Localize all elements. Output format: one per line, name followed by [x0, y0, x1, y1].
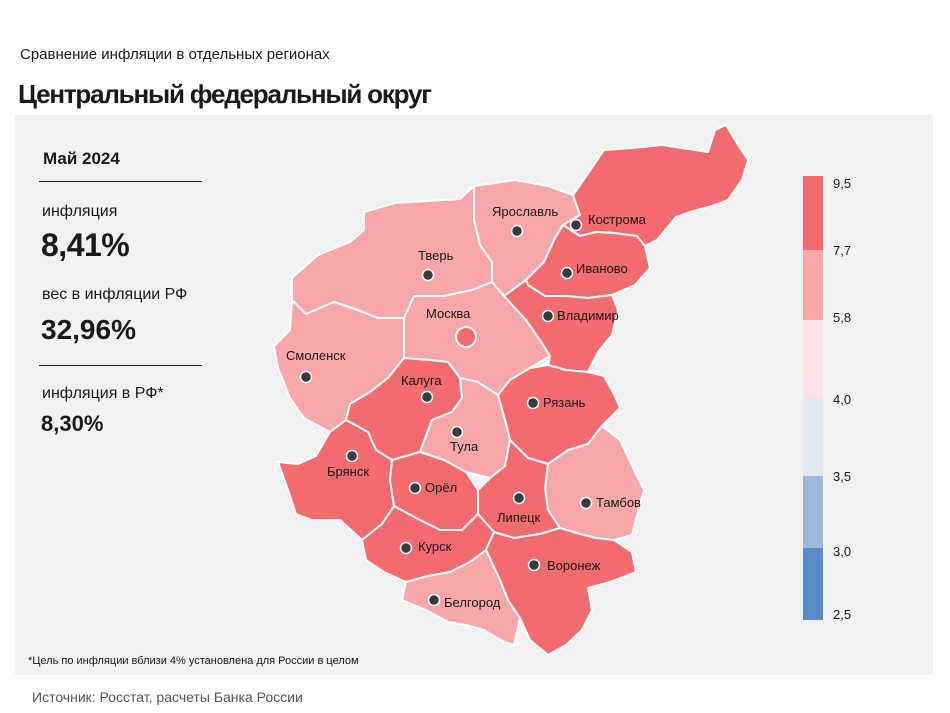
- footnote: *Цель по инфляции вблизи 4% установлена …: [28, 655, 359, 667]
- label-tambov: Тамбов: [596, 495, 641, 510]
- moscow-city-marker[interactable]: [455, 326, 477, 348]
- marker-lipetsk[interactable]: [512, 491, 526, 505]
- label-kaluga: Калуга: [401, 373, 442, 388]
- label-belgorod: Белгород: [444, 595, 501, 610]
- stats-block: Май 2024 инфляция 8,41% вес в инфляции Р…: [15, 115, 275, 515]
- label-tula: Тула: [450, 439, 479, 454]
- divider-top: [39, 181, 202, 182]
- marker-voronezh[interactable]: [527, 558, 541, 572]
- label-moscow: Москва: [426, 306, 471, 321]
- label-bryansk: Брянск: [327, 464, 369, 479]
- marker-tver[interactable]: [421, 268, 435, 282]
- rf-inflation-label: инфляция в РФ*: [42, 385, 164, 402]
- label-tver: Тверь: [418, 248, 454, 263]
- inflation-value: 8,41%: [41, 227, 130, 263]
- region-belgorod[interactable]: [401, 549, 521, 646]
- legend-band-3-0: [803, 548, 823, 620]
- color-legend: 9,5 7,7 5,8 4,0 3,5 3,0 2,5: [803, 176, 851, 622]
- legend-tick-3: 4,0: [833, 392, 851, 407]
- label-smolensk: Смоленск: [286, 348, 346, 363]
- region-kostroma[interactable]: [562, 124, 749, 247]
- chart-subtitle: Сравнение инфляции в отдельных регионах: [20, 46, 330, 63]
- legend-tick-4: 3,5: [833, 469, 851, 484]
- label-ryazan: Рязань: [543, 395, 586, 410]
- label-vladimir: Владимир: [557, 308, 619, 323]
- label-voronezh: Воронеж: [547, 558, 601, 573]
- legend-band-7-7: [803, 250, 823, 320]
- legend-tick-0: 9,5: [833, 176, 851, 191]
- marker-tambov[interactable]: [579, 496, 593, 510]
- rf-inflation-value: 8,30%: [41, 411, 104, 436]
- legend-band-9-5: [803, 176, 823, 250]
- marker-kursk[interactable]: [399, 541, 413, 555]
- region-vladimir[interactable]: [503, 279, 619, 373]
- marker-kostroma[interactable]: [569, 218, 583, 232]
- label-yaroslavl: Ярославль: [492, 204, 558, 219]
- marker-kaluga[interactable]: [420, 390, 434, 404]
- chart-title: Центральный федеральный округ: [18, 79, 432, 109]
- legend-band-4-0: [803, 398, 823, 476]
- weight-value: 32,96%: [41, 314, 136, 345]
- marker-ryazan[interactable]: [526, 396, 540, 410]
- legend-tick-1: 7,7: [833, 243, 851, 258]
- label-orel: Орёл: [425, 480, 457, 495]
- source-note: Источник: Росстат, расчеты Банка России: [32, 689, 303, 705]
- marker-orel[interactable]: [408, 481, 422, 495]
- marker-belgorod[interactable]: [427, 593, 441, 607]
- legend-tick-5: 3,0: [833, 544, 851, 559]
- region-tula[interactable]: [419, 377, 511, 479]
- marker-yaroslavl[interactable]: [510, 224, 524, 238]
- marker-tula[interactable]: [450, 425, 464, 439]
- marker-bryansk[interactable]: [345, 449, 359, 463]
- marker-ivanovo[interactable]: [560, 266, 574, 280]
- marker-vladimir[interactable]: [541, 309, 555, 323]
- legend-band-5-8: [803, 320, 823, 398]
- label-kostroma: Кострома: [588, 212, 647, 227]
- legend-band-3-5: [803, 476, 823, 548]
- legend-tick-2: 5,8: [833, 310, 851, 325]
- marker-smolensk[interactable]: [299, 370, 313, 384]
- weight-label: вес в инфляции РФ: [42, 286, 188, 303]
- label-ivanovo: Иваново: [576, 261, 628, 276]
- divider-bottom: [39, 365, 202, 366]
- legend-tick-6: 2,5: [833, 607, 851, 622]
- inflation-label: инфляция: [42, 203, 118, 220]
- label-kursk: Курск: [418, 539, 452, 554]
- period-label: Май 2024: [43, 149, 120, 168]
- label-lipetsk: Липецк: [497, 510, 541, 525]
